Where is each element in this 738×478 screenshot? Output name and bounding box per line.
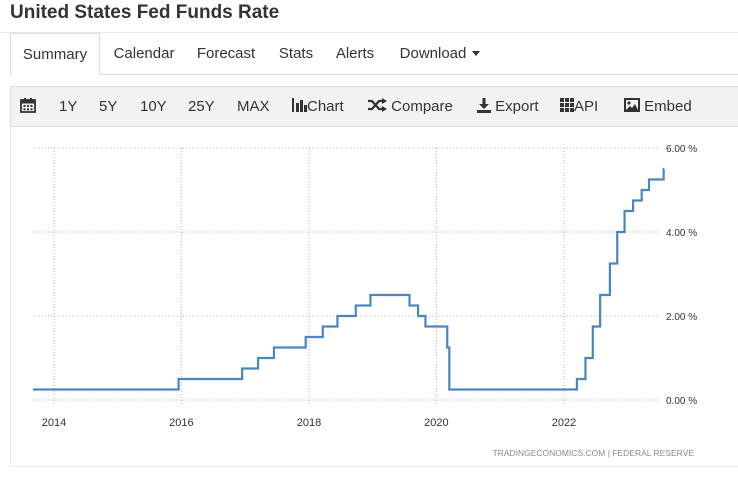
x-tick-label: 2018: [297, 417, 321, 429]
x-tick-label: 2014: [42, 417, 66, 429]
x-tick-label: 2016: [169, 417, 193, 429]
range-max-button[interactable]: MAX: [237, 98, 270, 115]
api-button[interactable]: API: [560, 87, 598, 126]
api-button-label: API: [574, 98, 599, 115]
chart-button[interactable]: Chart: [292, 87, 344, 126]
page-title: United States Fed Funds Rate: [10, 2, 280, 23]
export-button-label: Export: [495, 98, 539, 115]
x-tick-label: 2022: [552, 417, 576, 429]
tab-download[interactable]: Download: [396, 33, 484, 75]
range-25y-button[interactable]: 25Y: [188, 98, 215, 115]
tab-alerts[interactable]: Alerts: [335, 45, 375, 62]
chart-toolbar: 1Y 5Y 10Y 25Y MAX Chart Compare Export A…: [10, 86, 738, 127]
chart-button-label: Chart: [307, 98, 344, 115]
tab-download-label: Download: [399, 45, 467, 62]
title-divider: [0, 32, 738, 33]
caret-down-icon: [472, 50, 481, 56]
compare-button[interactable]: Compare: [368, 87, 453, 126]
grid-icon: [560, 98, 574, 113]
embed-button-label: Embed: [644, 98, 692, 115]
export-button[interactable]: Export: [477, 87, 539, 126]
series-line: [33, 167, 665, 391]
tab-forecast[interactable]: Forecast: [196, 45, 256, 62]
source-label: TRADINGECONOMICS.COM | FEDERAL RESERVE: [492, 448, 694, 458]
range-10y-button[interactable]: 10Y: [140, 98, 167, 115]
tab-stats[interactable]: Stats: [278, 45, 314, 62]
range-1y-button[interactable]: 1Y: [59, 98, 78, 115]
download-icon: [477, 97, 491, 113]
embed-button[interactable]: Embed: [624, 87, 692, 126]
calendar-icon[interactable]: [20, 87, 36, 126]
x-tick-label: 2020: [424, 417, 448, 429]
y-tick-label: 6.00 %: [666, 144, 697, 155]
compare-button-label: Compare: [391, 98, 453, 115]
y-tick-label: 4.00 %: [666, 228, 697, 239]
y-tick-label: 2.00 %: [666, 312, 697, 323]
y-tick-label: 0.00 %: [666, 396, 697, 407]
image-icon: [624, 98, 640, 113]
range-5y-button[interactable]: 5Y: [99, 98, 118, 115]
tab-bar: Summary Calendar Forecast Stats Alerts D…: [10, 33, 738, 76]
bar-chart-icon: [292, 98, 307, 113]
tab-calendar[interactable]: Calendar: [113, 45, 175, 62]
shuffle-icon: [368, 98, 387, 113]
tab-summary[interactable]: Summary: [10, 33, 100, 76]
chart-container: [10, 127, 738, 467]
